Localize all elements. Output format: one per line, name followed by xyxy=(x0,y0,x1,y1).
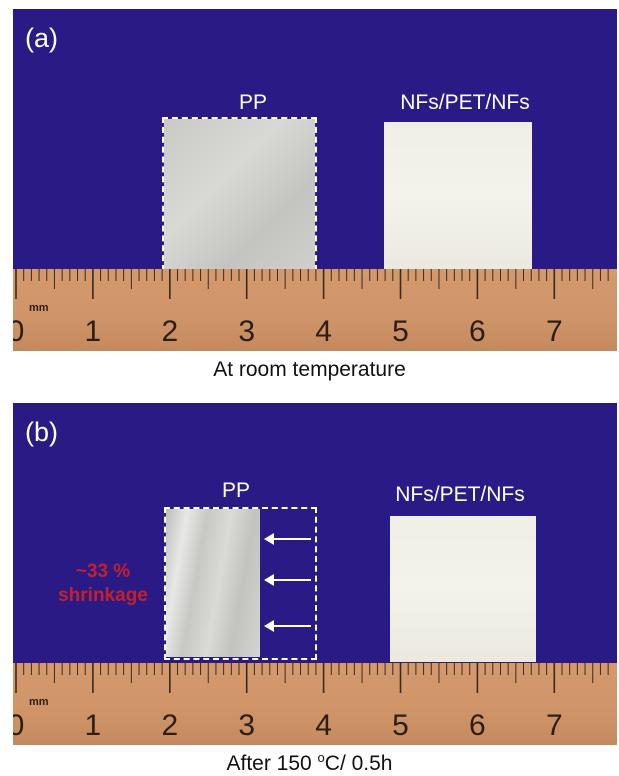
panel-a-letter: (a) xyxy=(25,23,58,54)
shrinkage-word: shrinkage xyxy=(43,584,163,608)
ruler-number: 5 xyxy=(392,709,409,742)
pp-label-b: PP xyxy=(222,479,250,503)
ruler-number: 6 xyxy=(469,709,486,742)
ruler-number: 6 xyxy=(469,315,486,348)
ruler-a-scale: mm 012345678 xyxy=(13,269,617,351)
pp-original-outline xyxy=(164,507,317,660)
panel-a-photo: (a) PP NFs/PET/NFs mm 012345678 xyxy=(13,9,617,351)
ruler-number: 0 xyxy=(13,315,24,348)
ruler-a: mm 012345678 xyxy=(13,269,617,351)
ruler-a-ticks xyxy=(16,269,608,299)
nf-label-b: NFs/PET/NFs xyxy=(395,483,525,507)
nf-film-a xyxy=(384,122,532,270)
ruler-number: 4 xyxy=(315,315,332,348)
ruler-number: 2 xyxy=(161,709,178,742)
ruler-b-scale: mm 012345678 xyxy=(13,663,617,745)
caption-a: At room temperature xyxy=(0,358,619,382)
panel-b-letter: (b) xyxy=(25,417,58,448)
ruler-number: 7 xyxy=(546,315,563,348)
nf-film-b xyxy=(390,516,536,662)
ruler-number: 4 xyxy=(315,709,332,742)
ruler-b: mm 012345678 xyxy=(13,663,617,745)
ruler-number: 1 xyxy=(85,315,102,348)
ruler-number: 2 xyxy=(161,315,178,348)
ruler-b-numbers: 012345678 xyxy=(13,709,617,742)
caption-b-pre: After 150 xyxy=(226,752,317,775)
caption-b-post: C/ 0.5h xyxy=(325,752,393,775)
ruler-number: 0 xyxy=(13,709,24,742)
ruler-number: 7 xyxy=(546,709,563,742)
shrink-arrow-1 xyxy=(266,538,311,540)
ruler-a-unit: mm xyxy=(29,302,49,314)
pp-label-a: PP xyxy=(239,91,267,115)
shrinkage-percent: ~33 % xyxy=(43,560,163,584)
nf-label-a: NFs/PET/NFs xyxy=(400,91,530,115)
ruler-number: 1 xyxy=(85,709,102,742)
shrinkage-annotation: ~33 % shrinkage xyxy=(43,560,163,608)
ruler-number: 5 xyxy=(392,315,409,348)
panel-b-photo: (b) PP NFs/PET/NFs ~33 % shrinkage mm 0 1… xyxy=(13,403,617,745)
ruler-b-unit: mm xyxy=(29,696,49,708)
ruler-b-ticks xyxy=(16,663,608,693)
shrink-arrow-3 xyxy=(266,625,311,627)
ruler-number: 3 xyxy=(238,709,255,742)
ruler-number: 3 xyxy=(238,315,255,348)
shrink-arrow-2 xyxy=(266,579,311,581)
caption-b: After 150 oC/ 0.5h xyxy=(0,750,619,776)
ruler-a-numbers: 012345678 xyxy=(13,315,617,348)
pp-outline-a xyxy=(162,117,317,271)
caption-b-degree: o xyxy=(318,750,325,765)
